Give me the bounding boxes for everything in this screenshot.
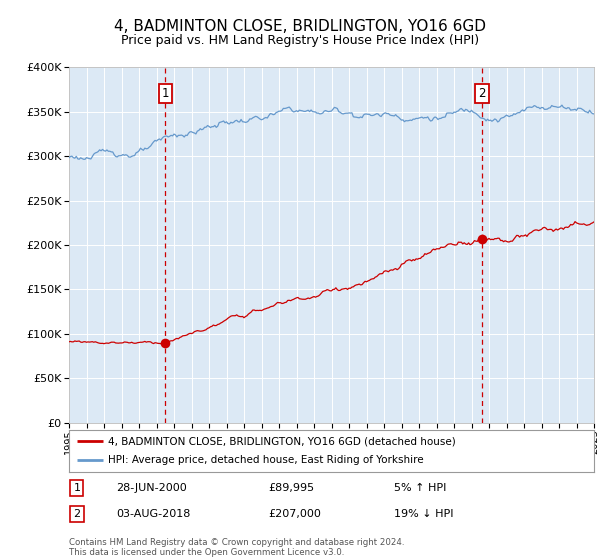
Text: 19% ↓ HPI: 19% ↓ HPI [395,509,454,519]
Text: Contains HM Land Registry data © Crown copyright and database right 2024.
This d: Contains HM Land Registry data © Crown c… [69,538,404,557]
Text: 2: 2 [478,87,486,100]
Text: 1: 1 [161,87,169,100]
Text: Price paid vs. HM Land Registry's House Price Index (HPI): Price paid vs. HM Land Registry's House … [121,34,479,48]
Text: £207,000: £207,000 [269,509,322,519]
Text: 2: 2 [73,509,80,519]
Text: 28-JUN-2000: 28-JUN-2000 [116,483,187,493]
Text: £89,995: £89,995 [269,483,314,493]
Text: 5% ↑ HPI: 5% ↑ HPI [395,483,447,493]
Text: HPI: Average price, detached house, East Riding of Yorkshire: HPI: Average price, detached house, East… [109,455,424,465]
Text: 4, BADMINTON CLOSE, BRIDLINGTON, YO16 6GD (detached house): 4, BADMINTON CLOSE, BRIDLINGTON, YO16 6G… [109,436,456,446]
Text: 1: 1 [73,483,80,493]
Text: 4, BADMINTON CLOSE, BRIDLINGTON, YO16 6GD: 4, BADMINTON CLOSE, BRIDLINGTON, YO16 6G… [114,20,486,34]
Text: 03-AUG-2018: 03-AUG-2018 [116,509,191,519]
